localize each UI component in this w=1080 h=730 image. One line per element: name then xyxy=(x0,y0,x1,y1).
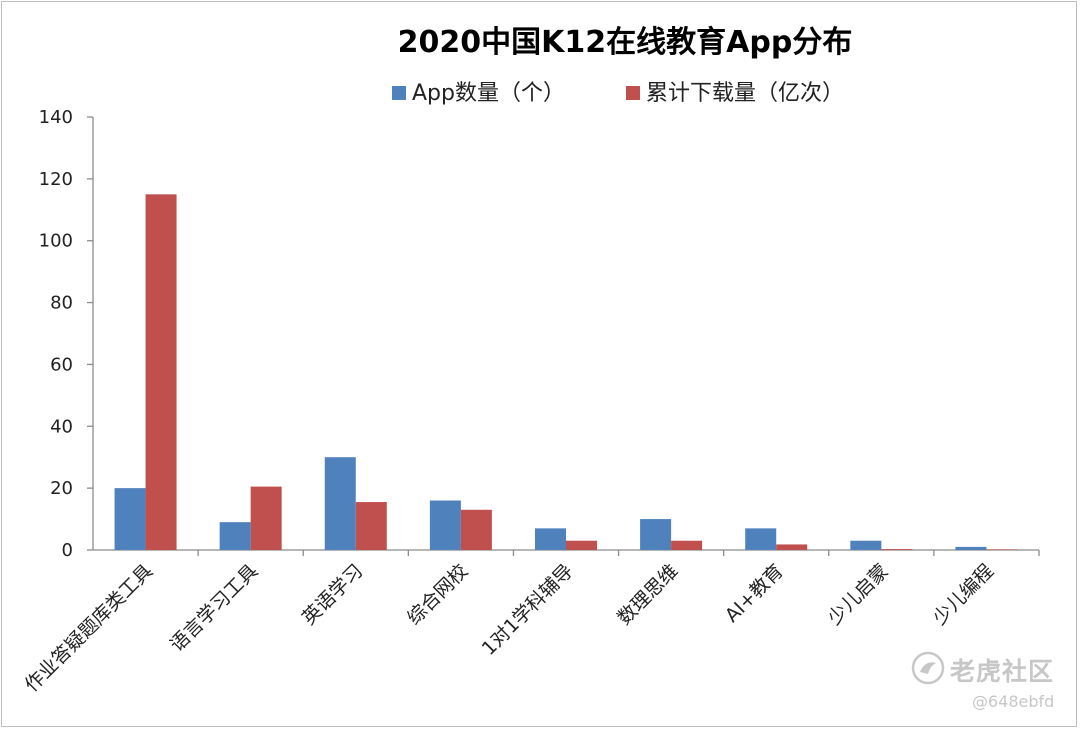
bar-app-count xyxy=(640,519,672,550)
bars xyxy=(114,194,1018,551)
category-labels: 作业答疑题库类工具 语言学习工具 英语学习 综合网校 1对1学科辅导 数理思维 AI+教育少… xyxy=(21,550,1040,696)
bar-app-count xyxy=(745,528,777,550)
bar-app-count xyxy=(324,457,356,550)
bar-app-count xyxy=(429,500,461,550)
bar-downloads xyxy=(986,549,1018,550)
y-tick-label: 140 xyxy=(39,107,73,128)
legend: App数量（个） 累计下载量（亿次） xyxy=(392,81,844,106)
bar-downloads xyxy=(460,509,492,550)
y-tick-label: 0 xyxy=(62,540,73,561)
y-tick-label: 20 xyxy=(50,478,73,499)
category-label: AI+教育 xyxy=(721,560,788,627)
legend-label-downloads: 累计下载量（亿次） xyxy=(646,81,844,106)
category-label: 语言学习工具 xyxy=(166,560,262,656)
bar-app-count xyxy=(850,540,882,550)
y-tick-label: 60 xyxy=(50,354,73,375)
legend-label-app-count: App数量（个） xyxy=(412,81,565,106)
y-axis-ticks: 0 20 40 60 80 100 120 140 xyxy=(39,107,93,561)
bar-downloads xyxy=(355,502,387,550)
category-label: 综合网校 xyxy=(403,560,472,629)
y-tick-label: 80 xyxy=(50,293,73,314)
bar-downloads xyxy=(671,540,703,550)
watermark: 老虎社区 @648ebfd xyxy=(908,650,1068,720)
watermark-brand: 老虎社区 xyxy=(950,657,1055,686)
bar-app-count xyxy=(955,546,987,550)
category-label: 1对1学科辅导 xyxy=(478,560,578,660)
category-label: 少儿启蒙 xyxy=(824,560,893,629)
bar-downloads xyxy=(250,486,282,550)
category-label: 英语学习 xyxy=(298,560,367,629)
legend-swatch-downloads xyxy=(626,86,640,100)
bar-app-count xyxy=(535,528,566,550)
y-tick-label: 100 xyxy=(39,231,73,252)
category-label: 少儿编程 xyxy=(929,560,998,629)
y-tick-label: 120 xyxy=(39,169,73,190)
chart-title: 2020中国K12在线教育App分布 xyxy=(398,25,853,60)
category-label: 数理思维 xyxy=(613,560,682,629)
bar-downloads xyxy=(566,540,597,550)
bar-downloads xyxy=(881,549,913,550)
bar-app-count xyxy=(219,522,251,550)
bar-downloads xyxy=(776,544,808,550)
watermark-handle: @648ebfd xyxy=(972,692,1055,711)
tiger-community-logo-icon xyxy=(911,651,945,685)
bar-app-count xyxy=(114,488,146,550)
legend-swatch-app-count xyxy=(392,86,406,100)
category-label: 作业答疑题库类工具 xyxy=(21,560,157,696)
y-tick-label: 40 xyxy=(50,416,73,437)
bar-downloads xyxy=(145,194,177,551)
